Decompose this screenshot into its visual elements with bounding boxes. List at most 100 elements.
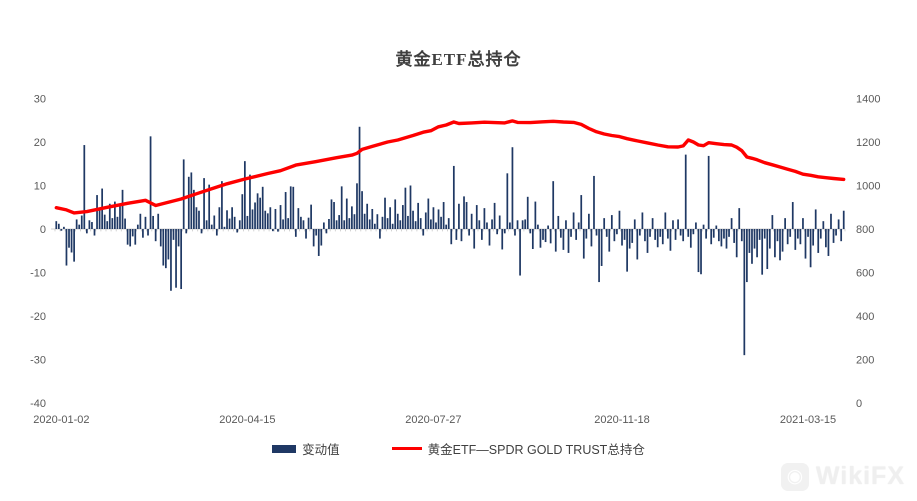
bar-201 [567,229,570,253]
bar-151 [440,216,442,229]
bar-35 [144,216,147,229]
bar-254 [702,224,705,229]
bar-290 [794,229,797,250]
bar-120 [361,191,363,229]
bar-43 [164,229,167,269]
bar-269 [740,229,743,242]
bar-6 [70,229,73,253]
bar-113 [343,220,346,229]
bar-131 [389,207,391,229]
bar-series-swatch [272,444,297,453]
right-axis-label-1200: 1200 [856,137,880,149]
bar-92 [289,186,292,229]
bar-292 [799,229,802,245]
bar-42 [162,229,165,266]
bar-210 [590,229,593,247]
bar-108 [330,199,333,229]
bar-36 [147,229,149,236]
bar-153 [445,224,448,229]
bar-284 [779,229,781,261]
bar-194 [549,229,552,244]
bar-2 [60,229,63,231]
bar-230 [641,212,644,229]
bar-277 [761,229,764,275]
chart-title: 黄金ETF总持仓 [395,50,522,69]
bar-58 [203,178,205,229]
bar-294 [804,229,807,259]
bar-185 [526,196,529,229]
legend-line-label: 黄金ETF—SPDR GOLD TRUST总持仓 [427,443,645,457]
bar-38 [152,215,154,229]
bar-190 [539,229,542,248]
bar-101 [312,229,315,247]
bar-81 [261,186,264,229]
bar-182 [519,229,521,276]
bar-202 [570,229,572,237]
bar-17 [98,209,101,229]
bar-136 [401,205,404,229]
bar-56 [198,210,200,229]
bar-180 [514,229,516,236]
bar-29 [129,229,132,247]
bar-187 [531,229,534,250]
bar-165 [475,205,478,229]
bar-212 [595,229,598,236]
bar-302 [825,229,827,248]
bar-216 [605,229,608,237]
bar-239 [664,212,667,229]
bar-3 [63,226,65,229]
bar-214 [600,229,603,266]
bar-109 [333,202,335,229]
bar-25 [119,206,121,229]
bar-262 [723,229,725,239]
bar-51 [185,229,188,234]
bar-83 [266,213,269,229]
legend-item-change: 变动值 [272,439,340,458]
bar-299 [817,229,820,253]
bar-50 [182,159,185,229]
bar-59 [205,220,208,229]
bar-160 [463,196,465,230]
bar-261 [720,229,723,247]
bar-13 [88,220,91,229]
bar-244 [677,219,679,229]
bar-287 [786,229,789,245]
bar-157 [455,229,458,240]
bar-265 [730,218,733,230]
bar-204 [575,229,578,240]
left-axis-label-10: 10 [34,181,46,193]
bar-119 [358,126,361,229]
bar-162 [468,229,470,236]
bar-193 [547,225,549,229]
bar-124 [371,208,374,229]
bar-66 [223,226,226,229]
bar-208 [585,229,588,239]
bar-279 [766,229,769,270]
bar-260 [717,229,720,242]
x-axis-label-3: 2020-11-18 [594,414,649,426]
bar-54 [193,189,195,229]
bar-205 [577,222,580,229]
bar-15 [93,229,96,236]
bar-62 [213,215,216,229]
bar-231 [644,229,646,242]
bar-63 [215,229,218,236]
bar-304 [830,213,832,229]
bar-158 [458,203,460,229]
bar-148 [432,207,435,229]
bar-1 [57,223,60,229]
bar-228 [636,229,639,260]
bar-32 [136,224,139,229]
bar-271 [746,229,748,283]
bar-155 [450,229,453,245]
bar-121 [363,213,366,229]
bar-78 [254,202,256,229]
bar-274 [753,229,756,249]
bar-75 [246,215,249,229]
bar-152 [442,202,445,229]
bar-237 [659,229,662,237]
bar-23 [114,201,116,229]
bar-22 [111,218,114,230]
